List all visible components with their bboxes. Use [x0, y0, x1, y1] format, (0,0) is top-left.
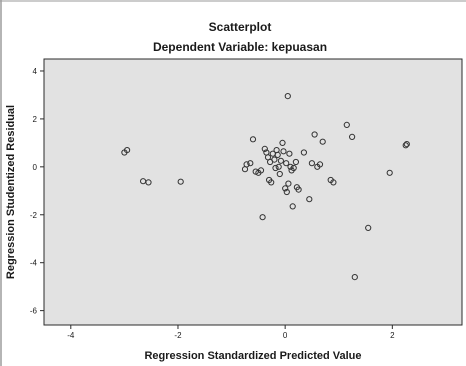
- y-axis-ticks: 4 2 0 -2 -4 -6: [30, 67, 44, 316]
- data-point: [365, 224, 372, 231]
- y-tick-label: 0: [33, 163, 38, 172]
- data-point: [402, 142, 409, 149]
- data-point: [282, 185, 289, 192]
- data-point: [300, 149, 307, 156]
- data-point: [243, 161, 250, 168]
- data-point: [283, 188, 290, 196]
- data-point: [316, 161, 324, 168]
- data-point: [289, 203, 296, 210]
- data-point: [319, 138, 326, 145]
- x-tick-label: 0: [283, 331, 288, 340]
- data-point: [284, 93, 291, 100]
- data-points: [121, 93, 410, 281]
- data-point: [259, 214, 266, 221]
- data-point: [276, 170, 283, 178]
- data-point: [308, 160, 315, 167]
- data-point: [343, 121, 350, 129]
- data-point: [275, 163, 282, 170]
- plot-area: [43, 58, 463, 326]
- y-tick-label: -6: [30, 307, 38, 316]
- data-point: [292, 158, 299, 166]
- data-point: [280, 148, 287, 155]
- data-point: [274, 151, 281, 158]
- chart-title: Scatterplot: [209, 20, 272, 34]
- data-point: [271, 156, 278, 163]
- data-point: [386, 169, 393, 176]
- x-axis-label: Regression Standardized Predicted Value: [144, 350, 361, 362]
- data-point: [403, 141, 410, 148]
- x-tick-label: -4: [67, 331, 75, 340]
- data-point: [285, 180, 292, 187]
- data-point: [261, 145, 268, 152]
- y-tick-label: -4: [30, 259, 38, 268]
- data-point: [268, 179, 275, 186]
- data-point: [277, 157, 284, 164]
- data-point: [279, 139, 286, 146]
- data-point: [257, 167, 265, 174]
- data-point: [349, 133, 356, 140]
- data-point: [295, 186, 302, 193]
- data-point: [249, 136, 257, 143]
- y-tick-label: 4: [33, 67, 38, 76]
- data-point: [311, 131, 318, 138]
- y-tick-label: -2: [30, 211, 38, 220]
- data-point: [177, 178, 184, 185]
- data-point: [124, 147, 131, 154]
- y-axis-label: Regression Studentized Residual: [5, 105, 17, 279]
- data-point: [283, 160, 290, 167]
- x-tick-label: -2: [174, 331, 182, 340]
- data-point: [286, 150, 293, 157]
- data-point: [351, 274, 358, 281]
- data-point: [306, 196, 313, 203]
- y-tick-label: 2: [33, 115, 38, 124]
- data-point: [290, 164, 297, 172]
- data-point: [272, 164, 279, 172]
- data-point: [330, 179, 337, 186]
- data-point: [287, 163, 294, 170]
- x-axis-ticks: -4 -2 0 2: [67, 325, 395, 340]
- x-tick-label: 2: [390, 331, 395, 340]
- data-point: [247, 160, 254, 167]
- data-point: [145, 179, 152, 186]
- chart-subtitle: Dependent Variable: kepuasan: [153, 40, 327, 54]
